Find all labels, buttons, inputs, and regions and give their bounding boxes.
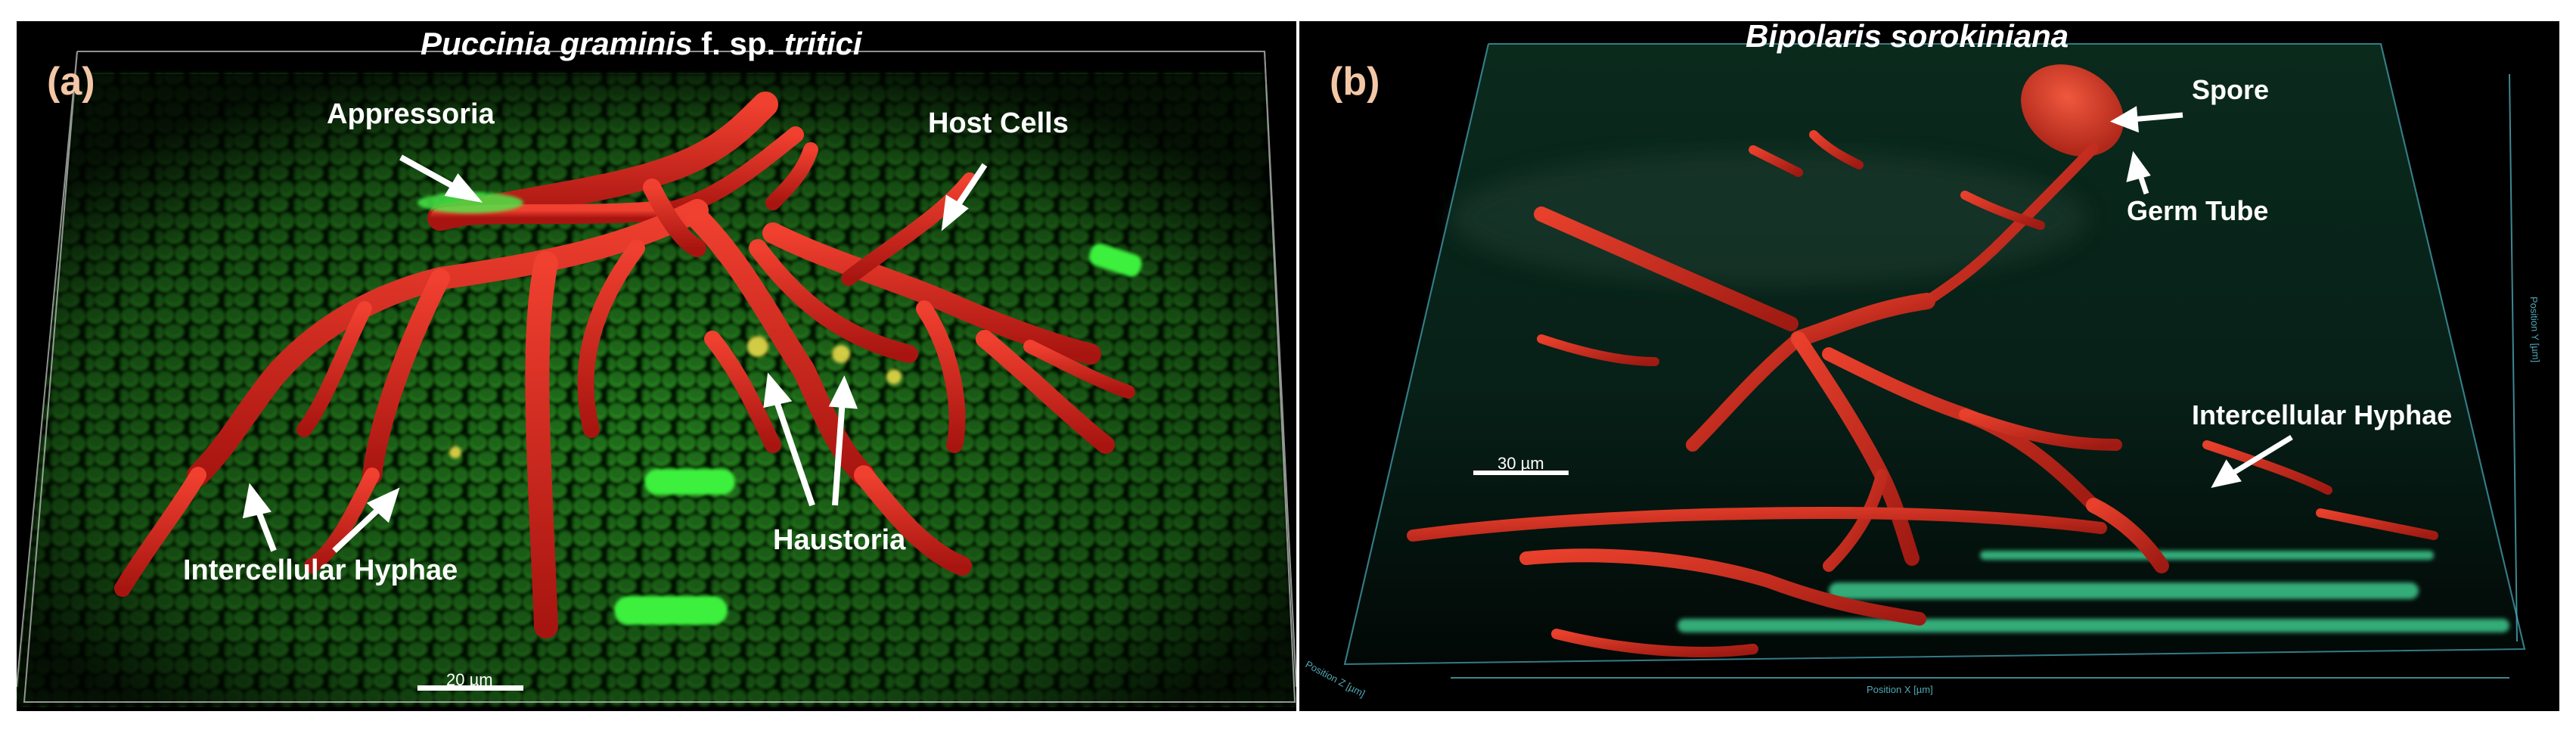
panel-a-title-forma: tritici: [784, 26, 862, 61]
label-germ-tube: Germ Tube: [2127, 195, 2269, 226]
axis-y-label: Position Y [µm]: [2528, 296, 2542, 363]
hyphae-network-b: [1407, 130, 2438, 657]
panel-b: (b) Bipolaris sorokiniana Spore Germ Tub…: [1299, 21, 2559, 711]
hyphae-network: [114, 92, 1135, 638]
green-basal-layer: [1678, 551, 2509, 632]
panel-a: (a) Puccinia graminis f. sp. tritici App…: [17, 21, 1296, 711]
tissue-volume: [1345, 44, 2525, 664]
panel-a-micrograph: [17, 21, 1296, 711]
bounding-box-b: [1343, 43, 2526, 666]
label-spore: Spore: [2192, 74, 2270, 105]
scale-bar-b: [1473, 471, 1569, 475]
label-appressoria: Appressoria: [327, 98, 495, 130]
panel-b-micrograph: [1299, 21, 2559, 711]
scale-bar-b-label: 30 µm: [1497, 454, 1544, 473]
bright-cell-2: [614, 596, 728, 625]
scale-bar-a-label: 20 µm: [446, 670, 493, 689]
spore: [2021, 64, 2124, 157]
annotation-arrows-a: [242, 154, 988, 553]
panel-b-title: Bipolaris sorokiniana: [1746, 21, 2069, 54]
scale-bar-a: [417, 685, 523, 691]
panel-b-tag: (b): [1330, 60, 1380, 104]
label-intercellular-hyphae-b: Intercellular Hyphae: [2192, 399, 2453, 430]
bounding-box: [17, 51, 1296, 703]
panel-a-tag: (a): [47, 60, 95, 104]
bright-cell-1: [644, 469, 735, 495]
annotation-arrows-b: [2109, 106, 2293, 489]
panel-a-title: Puccinia graminis f. sp. tritici: [421, 26, 862, 62]
label-haustoria: Haustoria: [773, 524, 906, 556]
axis-x-label: Position X [µm]: [1867, 684, 1933, 695]
panel-a-title-genus: Puccinia graminis: [421, 26, 693, 61]
label-host-cells: Host Cells: [928, 107, 1069, 139]
label-intercellular-hyphae-a: Intercellular Hyphae: [183, 554, 458, 586]
panel-a-title-mid: f. sp.: [692, 26, 784, 61]
